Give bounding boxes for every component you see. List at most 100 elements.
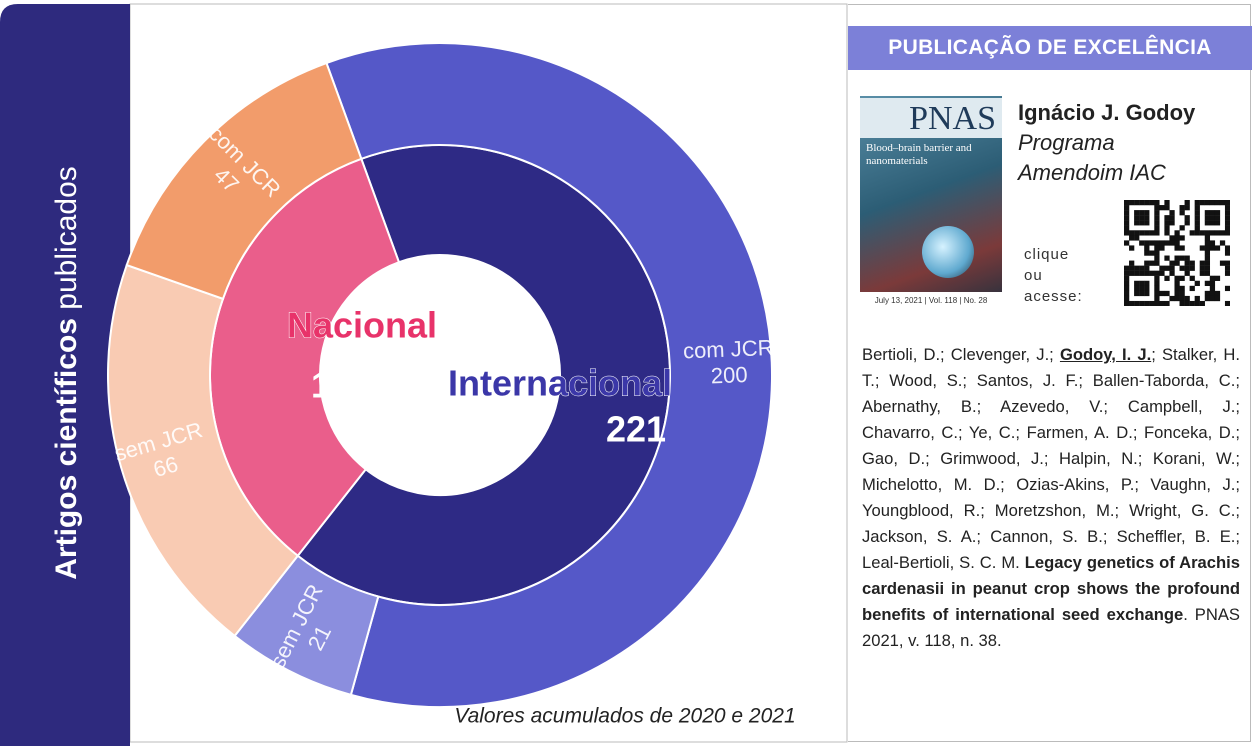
qr-module [1144, 240, 1150, 246]
qr-module [1144, 270, 1150, 276]
qr-module [1169, 295, 1175, 302]
qr-module [1204, 200, 1211, 206]
chart-title: Artigos científicos publicados [50, 166, 83, 580]
qr-module [1154, 260, 1160, 266]
qr-module [1164, 215, 1170, 221]
qr-module [1204, 250, 1211, 256]
qr-module [1124, 295, 1130, 302]
qr-module [1129, 300, 1135, 306]
qr-module [1154, 220, 1160, 226]
qr-module [1164, 205, 1170, 211]
outer-segment [125, 61, 363, 301]
qr-module [1224, 230, 1230, 236]
qr-module [1134, 285, 1140, 292]
citation-title: Legacy genetics of Arachis cardenasii in… [862, 553, 1240, 624]
qr-module [1174, 290, 1180, 297]
qr-module [1219, 260, 1226, 266]
qr-module [1209, 240, 1216, 246]
qr-module [1124, 280, 1130, 287]
qr-module [1199, 260, 1205, 266]
qr-module [1129, 230, 1135, 236]
qr-module [1204, 220, 1211, 226]
qr-module [1124, 215, 1130, 221]
qr-module [1179, 205, 1185, 211]
qr-module [1179, 275, 1185, 281]
qr-module [1134, 270, 1140, 276]
qr-module [1174, 245, 1180, 251]
qr-module [1184, 220, 1190, 226]
qr-module [1144, 280, 1150, 287]
citation-highlight: Godoy, I. J. [1059, 345, 1152, 364]
qr-module [1214, 245, 1221, 251]
qr-module [1164, 200, 1170, 206]
qr-module [1159, 245, 1165, 251]
qr-module [1164, 255, 1170, 261]
citation-source: . PNAS 2021, v. 118, n. 38. [862, 605, 1240, 650]
qr-module [1129, 260, 1135, 266]
qr-module [1179, 245, 1185, 251]
qr-module [1124, 210, 1130, 216]
qr-module [1144, 245, 1150, 251]
qr-module [1184, 265, 1190, 271]
inner-label-value: 221 [606, 409, 666, 450]
qr-module [1204, 215, 1211, 221]
hole [320, 255, 560, 495]
qr-module [1214, 275, 1221, 281]
qr-module [1134, 210, 1140, 216]
qr-module [1174, 230, 1180, 236]
qr-module [1214, 200, 1221, 206]
qr-module [1154, 200, 1160, 206]
qr-module [1189, 285, 1195, 292]
qr-module [1139, 210, 1145, 216]
qr-module [1214, 295, 1221, 302]
qr-module [1219, 200, 1226, 206]
qr-module [1144, 265, 1150, 271]
qr-module [1199, 245, 1205, 251]
qr-module [1154, 215, 1160, 221]
qr-module [1174, 235, 1180, 241]
qr-code[interactable] [1124, 200, 1230, 306]
qr-module [1174, 255, 1180, 261]
qr-module [1129, 270, 1135, 276]
qr-module [1189, 300, 1195, 306]
qr-module [1174, 240, 1180, 246]
qr-module [1174, 295, 1180, 302]
qr-module [1164, 230, 1170, 236]
qr-module [1174, 275, 1180, 281]
cover-journal: PNAS [860, 98, 1002, 138]
qr-module [1204, 295, 1211, 302]
qr-module [1179, 295, 1185, 302]
citation-authors: ; Stalker, H. T.; Wood, S.; Santos, J. F… [862, 345, 1241, 572]
qr-module [1209, 200, 1216, 206]
qr-module [1179, 210, 1185, 216]
qr-module [1144, 260, 1150, 266]
qr-module [1144, 230, 1150, 236]
qr-module [1159, 270, 1165, 276]
qr-module [1194, 215, 1200, 221]
qr-module [1179, 265, 1185, 271]
qr-module [1209, 210, 1216, 216]
qr-module [1224, 215, 1230, 221]
qr-module [1159, 205, 1165, 211]
qr-module [1154, 245, 1160, 251]
qr-module [1144, 300, 1150, 306]
qr-module [1209, 290, 1216, 297]
qr-module [1124, 230, 1130, 236]
qr-module [1184, 200, 1190, 206]
qr-module [1189, 275, 1195, 281]
qr-module [1159, 300, 1165, 306]
qr-module [1179, 235, 1185, 241]
qr-module [1134, 265, 1140, 271]
qr-module [1169, 220, 1175, 226]
qr-module [1204, 265, 1211, 271]
qr-module [1199, 265, 1205, 271]
qr-module [1124, 240, 1130, 246]
qr-module [1144, 220, 1150, 226]
qr-module [1134, 200, 1140, 206]
qr-module [1189, 265, 1195, 271]
qr-module [1124, 270, 1130, 276]
qr-module [1139, 265, 1145, 271]
qr-module [1224, 265, 1230, 271]
qr-module [1184, 270, 1190, 276]
